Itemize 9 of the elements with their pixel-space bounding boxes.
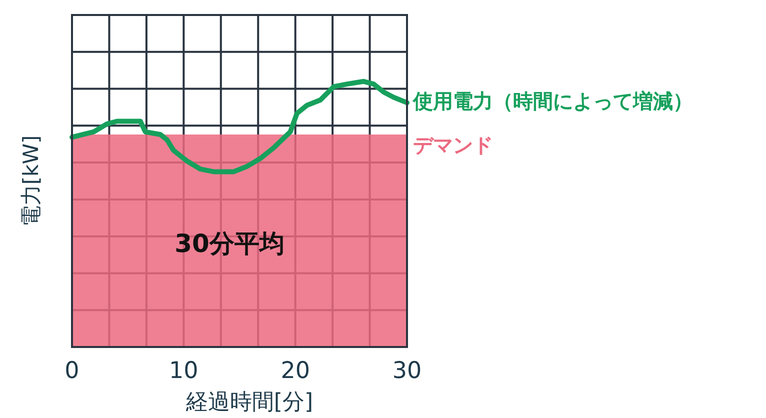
annotation: 30分平均 bbox=[174, 229, 284, 258]
series-label: デマンド bbox=[413, 132, 493, 157]
x-tick-label: 30 bbox=[392, 358, 422, 384]
y-axis-title: 電力[kW] bbox=[19, 135, 43, 227]
x-tick-label: 0 bbox=[64, 358, 80, 384]
x-tick-label: 10 bbox=[169, 358, 198, 384]
x-axis-title: 経過時間[分] bbox=[184, 390, 314, 415]
series-label: 使用電力（時間によって増減） bbox=[412, 89, 693, 114]
x-tick-label: 20 bbox=[280, 358, 310, 384]
